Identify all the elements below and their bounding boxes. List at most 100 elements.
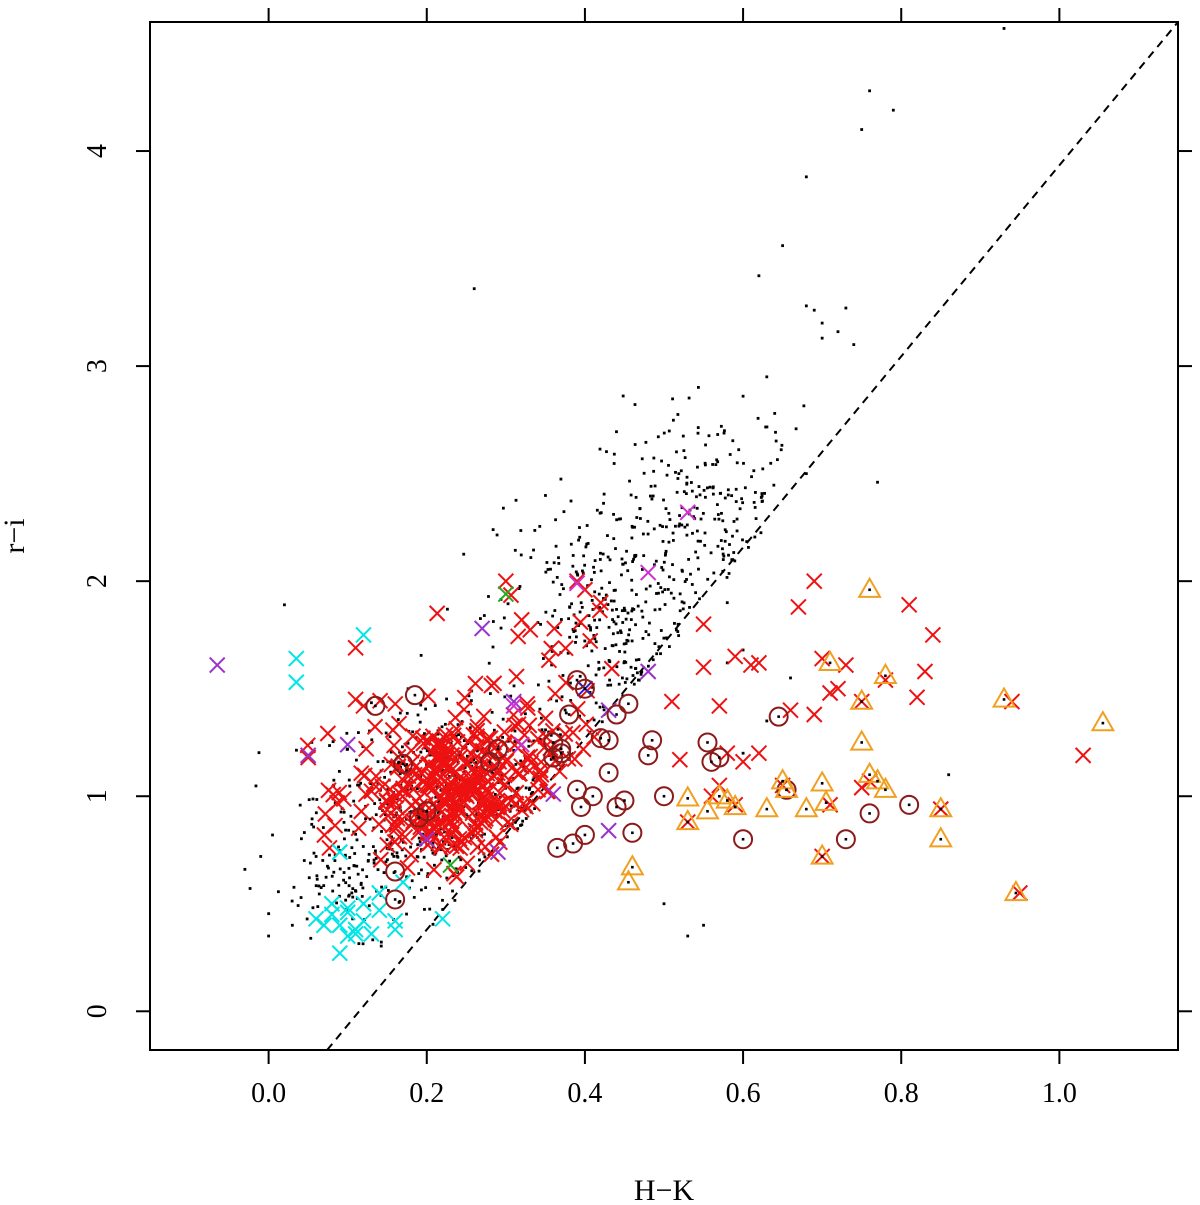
data-point-dot (561, 674, 565, 677)
data-point-dot (520, 823, 524, 827)
data-point-dot (785, 788, 788, 792)
data-point-dot (490, 710, 494, 714)
data-point-dot (646, 532, 650, 536)
data-point-dot (443, 830, 446, 834)
data-point-dot (594, 673, 598, 677)
data-point-dot (332, 870, 336, 874)
data-point-dot (685, 482, 689, 486)
data-point-x (371, 884, 388, 902)
x-stroke (323, 895, 341, 912)
data-point-dot (667, 429, 671, 433)
data-point-dot (441, 908, 445, 911)
data-point-x (288, 674, 305, 691)
data-point-dot (571, 564, 575, 568)
data-point-dot (678, 609, 682, 613)
data-point-x (414, 730, 432, 747)
data-point-dot (655, 652, 659, 656)
data-point-dot (425, 809, 429, 813)
data-point-circle (622, 822, 643, 843)
data-point-dot (724, 530, 728, 534)
x-stroke (572, 613, 589, 631)
data-point-dot (718, 492, 722, 495)
data-point-dot (608, 660, 612, 664)
data-point-dot (624, 561, 627, 565)
data-point-dot (685, 523, 689, 527)
data-point-dot (370, 701, 373, 705)
x-stroke (441, 757, 458, 774)
data-point-dot (544, 494, 547, 497)
data-point-triangle (707, 783, 732, 805)
data-point-dot (868, 588, 871, 592)
data-point-dot (347, 828, 351, 832)
data-point-dot (682, 601, 686, 605)
data-point-dot (606, 534, 609, 537)
x-stroke (568, 575, 586, 592)
x-stroke (330, 784, 348, 801)
data-point-dot (671, 539, 675, 542)
data-point-dot (683, 456, 687, 460)
data-point-dot (679, 469, 683, 473)
x-stroke (419, 688, 437, 705)
data-point-dot (413, 693, 417, 697)
data-point-x (513, 758, 530, 775)
data-point-dot (820, 782, 824, 785)
data-point-dot (621, 621, 625, 624)
data-point-dot (327, 866, 330, 870)
data-point-dot (347, 893, 351, 897)
data-point-dot (696, 426, 700, 429)
data-point-dot (844, 306, 848, 310)
data-point-dot (630, 639, 634, 643)
data-point-dot (583, 687, 587, 690)
data-point-triangle (873, 776, 898, 798)
x-stroke (513, 736, 530, 753)
data-point-x (510, 716, 527, 733)
x-stroke (1011, 884, 1029, 902)
data-point-dot (434, 795, 438, 799)
data-point-dot (356, 783, 359, 787)
data-point-x (572, 613, 589, 631)
data-point-x (600, 822, 617, 839)
data-point-dot (745, 540, 749, 543)
data-point-circle (365, 695, 386, 716)
data-point-dot (324, 875, 328, 879)
data-point-dot (532, 739, 536, 743)
data-point-dot (624, 617, 628, 621)
data-point-dot (672, 578, 676, 582)
data-point-dot (646, 519, 650, 523)
data-point-x (508, 784, 525, 801)
data-point-dot (437, 800, 440, 804)
x-stroke (695, 615, 712, 633)
data-point-dot (610, 608, 614, 612)
data-point-dot (741, 501, 745, 505)
x-stroke (414, 730, 432, 747)
data-point-dot (625, 638, 629, 642)
data-point-dot (544, 610, 548, 614)
data-point-dot (562, 587, 565, 591)
x-stroke (459, 855, 476, 872)
data-point-dot (622, 642, 626, 646)
data-point-x (481, 795, 498, 812)
data-point-dot (462, 552, 466, 556)
data-point-dot (699, 539, 702, 543)
data-point-dot (467, 694, 471, 698)
data-point-x (1074, 747, 1092, 764)
data-point-dot (618, 650, 621, 653)
data-point-dot (509, 804, 513, 808)
data-point-x (339, 899, 356, 917)
data-point-dot (663, 603, 667, 606)
data-point-dot (671, 418, 675, 422)
data-point-dot (417, 872, 421, 875)
data-point-dot (514, 820, 517, 824)
data-point-x (491, 833, 508, 851)
x-stroke (403, 797, 420, 814)
data-point-dot (539, 622, 542, 626)
data-point-x (582, 632, 599, 650)
data-point-dot (354, 758, 358, 762)
data-point-dot (641, 615, 645, 619)
data-point-dot (754, 517, 758, 520)
data-point-triangle (857, 761, 882, 783)
x-stroke (388, 799, 405, 816)
data-point-dot (470, 869, 474, 873)
data-point-dot (676, 413, 680, 416)
x-stroke (319, 725, 337, 742)
